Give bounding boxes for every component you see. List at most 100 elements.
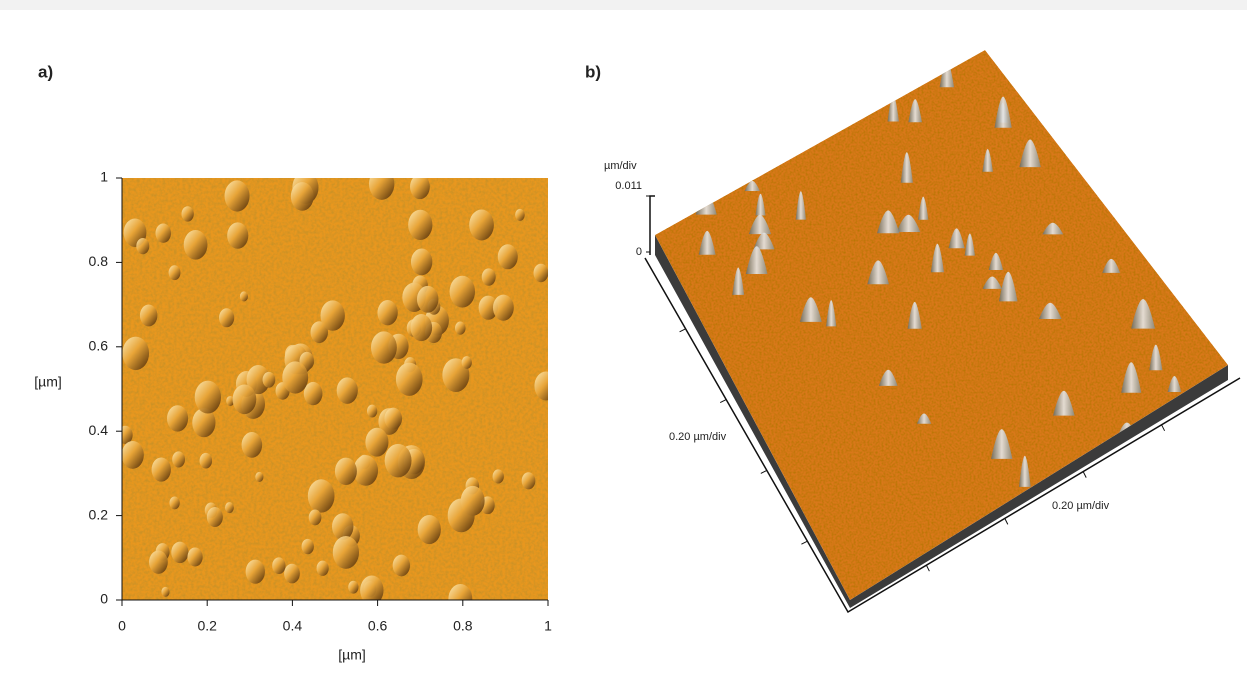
grain-blob bbox=[408, 210, 432, 240]
grain-blob bbox=[195, 381, 221, 414]
figure: a) b) [µm] [µm] µm/div 0.20 µm/div 0.20 … bbox=[0, 0, 1247, 679]
x-axis-label: [µm] bbox=[338, 647, 366, 663]
grain-blob bbox=[498, 244, 518, 269]
axis-scale: 0.20 µm/div bbox=[669, 431, 727, 443]
grain-blob bbox=[187, 547, 202, 566]
peak bbox=[1211, 399, 1231, 420]
grain-blob bbox=[337, 377, 358, 403]
grain-blob bbox=[385, 444, 412, 478]
grain-blob bbox=[462, 356, 472, 369]
grain-blob bbox=[448, 584, 472, 614]
grain-blob bbox=[302, 539, 314, 554]
grain-blob bbox=[207, 507, 223, 527]
peak bbox=[1189, 277, 1205, 300]
frame-tick bbox=[720, 400, 726, 403]
grain-blob bbox=[240, 291, 248, 301]
frame-tick bbox=[1005, 518, 1008, 524]
grain-blob bbox=[410, 314, 432, 341]
grain-blob bbox=[272, 557, 285, 574]
panel-label: b) bbox=[585, 62, 601, 81]
x-tick-label: 0.4 bbox=[283, 618, 303, 634]
grain-blob bbox=[172, 451, 185, 467]
peak bbox=[1109, 519, 1129, 545]
grain-blob bbox=[225, 180, 250, 211]
grain-blob bbox=[396, 363, 423, 396]
grain-blob bbox=[233, 384, 257, 414]
figure-canvas: a) b) [µm] [µm] µm/div 0.20 µm/div 0.20 … bbox=[0, 0, 1247, 679]
peak bbox=[1149, 149, 1169, 169]
y-tick-label: 1 bbox=[100, 169, 108, 185]
grain-blob bbox=[246, 560, 265, 584]
grain-blob bbox=[515, 209, 525, 221]
y-tick-label: 0.4 bbox=[89, 422, 109, 438]
grain-blob bbox=[365, 428, 388, 457]
peak bbox=[1158, 543, 1173, 557]
grain-blob bbox=[534, 371, 557, 400]
x-tick-label: 1 bbox=[544, 618, 552, 634]
grain-blob bbox=[227, 222, 248, 248]
grain-blob bbox=[149, 550, 168, 573]
grain-blob bbox=[320, 300, 344, 330]
y-tick-label: 0.2 bbox=[89, 506, 109, 522]
frame-tick bbox=[1162, 425, 1165, 431]
grain-blob bbox=[225, 502, 234, 513]
grain-blob bbox=[367, 405, 377, 418]
grain-blob bbox=[417, 286, 438, 313]
y-tick-label: 0 bbox=[100, 591, 108, 607]
grain-blob bbox=[308, 479, 335, 512]
axis-scale: 0.20 µm/div bbox=[1052, 500, 1110, 512]
grain-blob bbox=[448, 498, 475, 532]
y-tick-label: 0.6 bbox=[89, 338, 109, 354]
grain-blob bbox=[534, 264, 549, 283]
grain-blob bbox=[493, 295, 514, 321]
frame-tick bbox=[680, 329, 686, 332]
grain-blob bbox=[200, 453, 213, 469]
grain-blob bbox=[411, 249, 432, 276]
grain-blob bbox=[184, 230, 208, 260]
grain-blob bbox=[161, 587, 169, 597]
peak bbox=[1204, 202, 1219, 220]
panel-label: a) bbox=[38, 62, 53, 81]
grain-blob bbox=[122, 337, 149, 370]
grain-blob bbox=[418, 515, 441, 544]
grain-blob bbox=[371, 331, 397, 363]
grain-blob bbox=[353, 455, 378, 486]
grain-blob bbox=[333, 536, 359, 569]
z-tick-label: 0 bbox=[636, 246, 642, 258]
z-tick-label: 0.011 bbox=[615, 180, 642, 192]
grain-blob bbox=[482, 268, 496, 285]
peak bbox=[1107, 456, 1117, 486]
grain-blob bbox=[332, 513, 353, 540]
grain-blob bbox=[282, 361, 308, 393]
grain-blob bbox=[450, 276, 475, 308]
grain-blob bbox=[410, 174, 430, 199]
grain-blob bbox=[182, 206, 194, 221]
peak bbox=[1233, 230, 1246, 253]
grain-blob bbox=[348, 581, 358, 594]
x-tick-label: 0.6 bbox=[368, 618, 388, 634]
grain-blob bbox=[469, 210, 494, 241]
peak bbox=[1150, 190, 1162, 208]
z-unit: µm/div bbox=[604, 160, 637, 172]
afm-3d-surface bbox=[655, 50, 1228, 608]
afm-image bbox=[118, 168, 558, 614]
grain-blob bbox=[122, 441, 144, 469]
grain-blob bbox=[169, 496, 179, 509]
grain-blob bbox=[140, 305, 157, 327]
grain-blob bbox=[242, 432, 263, 458]
x-tick-label: 0.8 bbox=[453, 618, 473, 634]
x-tick-label: 0 bbox=[118, 618, 126, 634]
grain-blob bbox=[455, 322, 466, 335]
grain-blob bbox=[255, 472, 263, 482]
grain-blob bbox=[263, 372, 276, 388]
grain-blob bbox=[152, 458, 171, 482]
peak bbox=[1128, 196, 1145, 214]
grain-blob bbox=[384, 408, 402, 430]
frame-tick bbox=[761, 470, 767, 473]
grain-blob bbox=[136, 238, 149, 254]
grain-blob bbox=[317, 561, 329, 576]
grain-blob bbox=[291, 182, 314, 211]
grain-blob bbox=[335, 458, 357, 485]
grain-blob bbox=[171, 542, 188, 563]
grain-blob bbox=[169, 265, 181, 280]
